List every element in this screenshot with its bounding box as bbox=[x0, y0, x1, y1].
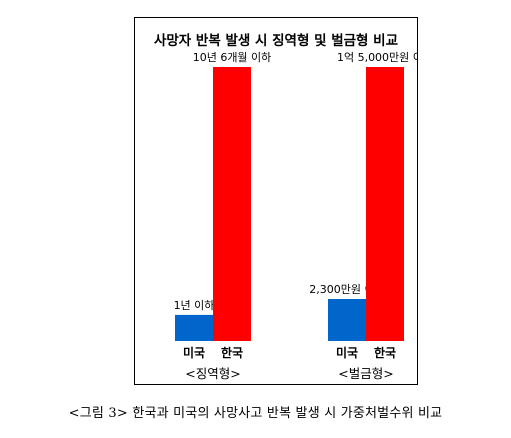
data-label-g0-1: 10년 6개월 이하 bbox=[193, 50, 272, 64]
category-label-g0-0: 미국 bbox=[183, 345, 205, 360]
figure-caption: <그림 3> 한국과 미국의 사망사고 반복 발생 시 가중처벌수위 비교 bbox=[68, 406, 443, 421]
bar-g1-1 bbox=[366, 67, 404, 341]
data-label-g1-1: 1억 5,000만원 이하 bbox=[337, 50, 417, 64]
category-label-g0-1: 한국 bbox=[221, 345, 243, 360]
group-label-0: <징역형> bbox=[185, 366, 240, 381]
bar-g0-0 bbox=[175, 314, 213, 341]
group-label-1: <벌금형> bbox=[338, 366, 393, 381]
data-label-g0-0: 1년 이하 bbox=[174, 298, 215, 312]
category-label-g1-1: 한국 bbox=[374, 345, 396, 360]
bar-g0-1 bbox=[213, 67, 251, 341]
data-label-g1-0: 2,300만원 이하 bbox=[309, 282, 384, 296]
category-label-g1-0: 미국 bbox=[336, 345, 358, 360]
bar-g1-0 bbox=[328, 298, 366, 341]
chart-title: 사망자 반복 발생 시 징역형 및 벌금형 비교 bbox=[154, 32, 398, 49]
